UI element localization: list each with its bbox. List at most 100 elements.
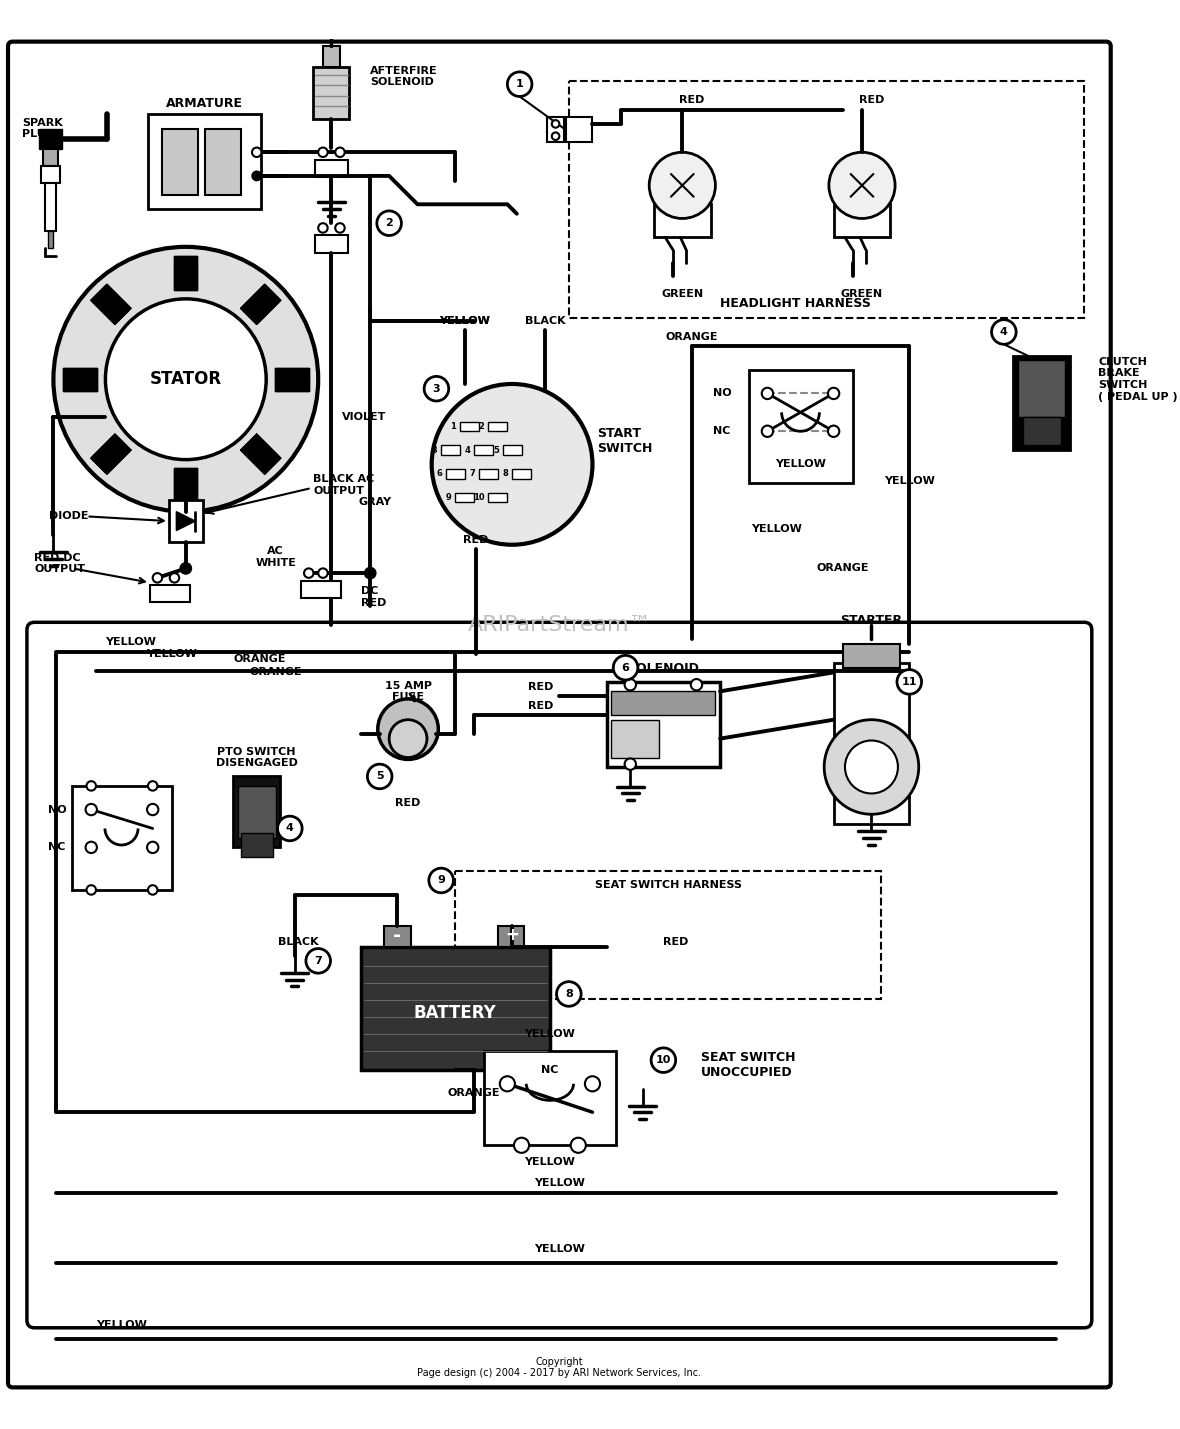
Circle shape	[181, 563, 191, 574]
Text: BLACK: BLACK	[525, 316, 565, 326]
Text: RED: RED	[527, 682, 553, 692]
Text: 1: 1	[451, 422, 457, 432]
Circle shape	[319, 569, 328, 577]
Circle shape	[824, 720, 919, 815]
Polygon shape	[241, 284, 281, 324]
Text: 4: 4	[286, 823, 294, 833]
Polygon shape	[91, 434, 131, 474]
Bar	[843, 644, 900, 667]
Bar	[569, 81, 1084, 317]
Text: NC: NC	[714, 426, 730, 436]
Text: Copyright
Page design (c) 2004 - 2017 by ARI Network Services, Inc.: Copyright Page design (c) 2004 - 2017 by…	[418, 1356, 701, 1379]
Bar	[484, 1050, 616, 1145]
Text: AC
WHITE: AC WHITE	[255, 546, 296, 567]
Text: RED: RED	[464, 534, 489, 544]
Circle shape	[306, 949, 330, 973]
Text: ARMATURE: ARMATURE	[166, 97, 243, 110]
Bar	[1014, 356, 1070, 450]
Circle shape	[507, 71, 532, 97]
Bar	[41, 166, 60, 183]
Text: 10: 10	[473, 493, 485, 502]
Circle shape	[428, 869, 453, 893]
Circle shape	[148, 782, 157, 790]
Text: ORANGE: ORANGE	[448, 1089, 500, 1099]
Text: NO: NO	[48, 805, 66, 815]
Circle shape	[378, 699, 438, 759]
Text: YELLOW: YELLOW	[96, 1320, 146, 1330]
Text: SPARK
PLUG: SPARK PLUG	[22, 117, 63, 140]
Circle shape	[828, 153, 896, 219]
Circle shape	[53, 247, 319, 512]
Text: 6: 6	[622, 663, 629, 673]
Circle shape	[389, 720, 427, 757]
Bar	[833, 204, 891, 237]
Circle shape	[148, 885, 157, 895]
Polygon shape	[175, 256, 197, 290]
Bar	[479, 469, 498, 479]
Circle shape	[649, 153, 715, 219]
Bar	[1018, 360, 1066, 417]
Text: RED: RED	[395, 797, 421, 807]
Bar	[301, 580, 341, 597]
Bar	[512, 469, 531, 479]
Bar	[460, 422, 479, 432]
Circle shape	[335, 223, 345, 233]
Bar	[611, 720, 658, 757]
Circle shape	[86, 782, 96, 790]
Circle shape	[277, 816, 302, 840]
Bar	[833, 663, 910, 823]
Circle shape	[571, 1137, 585, 1153]
Text: 3: 3	[433, 384, 440, 394]
Circle shape	[991, 320, 1016, 344]
Bar	[238, 786, 276, 837]
Text: RED: RED	[859, 96, 884, 106]
Text: YELLOW: YELLOW	[533, 1245, 585, 1255]
Bar	[455, 493, 474, 502]
Text: 1: 1	[516, 79, 524, 89]
Bar	[548, 117, 564, 141]
Bar	[566, 117, 592, 141]
Text: 6: 6	[437, 469, 442, 479]
Bar	[148, 114, 262, 209]
Circle shape	[152, 573, 162, 583]
Circle shape	[552, 133, 559, 140]
Bar	[45, 183, 57, 230]
Text: 3: 3	[432, 446, 438, 454]
Bar	[204, 129, 241, 194]
Bar	[39, 129, 61, 150]
Bar	[234, 776, 281, 847]
Text: YELLOW: YELLOW	[105, 637, 156, 647]
Circle shape	[651, 1047, 676, 1072]
Text: YELLOW: YELLOW	[524, 1157, 576, 1167]
Text: 2: 2	[479, 422, 485, 432]
Text: 7: 7	[470, 469, 476, 479]
Text: ORANGE: ORANGE	[666, 332, 717, 342]
Bar	[315, 236, 348, 253]
Text: BATTERY: BATTERY	[414, 1005, 497, 1022]
Text: 9: 9	[446, 493, 452, 502]
Bar	[654, 204, 710, 237]
Bar	[323, 46, 340, 67]
Text: NC: NC	[542, 1065, 558, 1075]
Circle shape	[828, 387, 839, 399]
Bar	[611, 692, 715, 714]
Text: START
SWITCH: START SWITCH	[597, 427, 653, 454]
Text: +: +	[505, 926, 519, 945]
Bar	[42, 150, 58, 166]
Text: YELLOW: YELLOW	[533, 1177, 585, 1187]
Polygon shape	[175, 469, 197, 502]
Circle shape	[319, 147, 328, 157]
Bar	[150, 586, 190, 603]
Text: 10: 10	[656, 1055, 671, 1065]
Text: YELLOW: YELLOW	[884, 476, 935, 486]
Circle shape	[514, 1137, 529, 1153]
Text: HEADLIGHT HARNESS: HEADLIGHT HARNESS	[720, 297, 871, 310]
Polygon shape	[275, 367, 309, 390]
Text: 5: 5	[493, 446, 499, 454]
Circle shape	[424, 376, 448, 402]
Text: AFTERFIRE
SOLENOID: AFTERFIRE SOLENOID	[371, 66, 438, 87]
Polygon shape	[91, 284, 131, 324]
Bar	[315, 160, 348, 177]
Text: STATOR: STATOR	[150, 370, 222, 389]
Text: YELLOW: YELLOW	[439, 316, 490, 326]
